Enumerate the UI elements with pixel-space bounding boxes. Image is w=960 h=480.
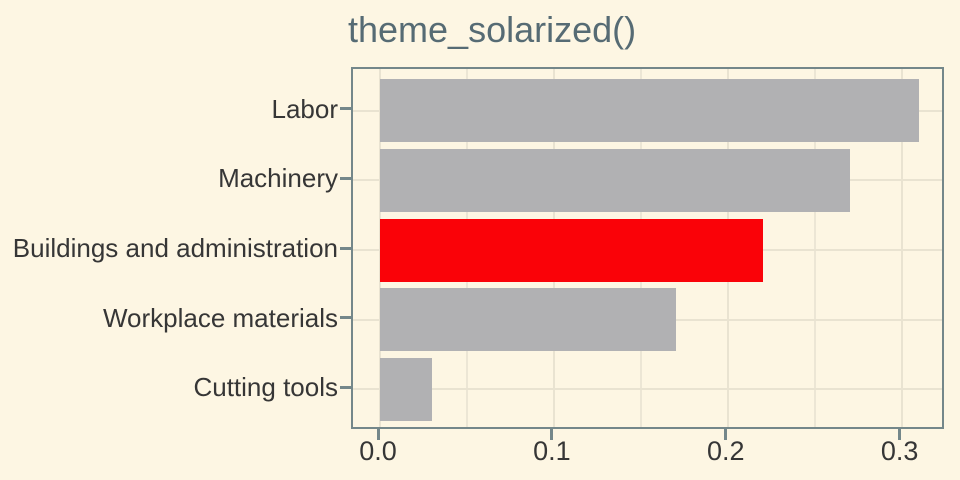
y-category-label: Machinery [218, 163, 338, 194]
y-axis-tick [340, 385, 351, 389]
x-axis-tick [376, 429, 380, 440]
y-category-label: Buildings and administration [12, 233, 338, 263]
bar-machinery [380, 148, 850, 212]
major-gridline-vertical [900, 69, 903, 427]
y-axis-tick [340, 176, 351, 180]
x-axis-tick [898, 429, 902, 440]
y-axis-tick [340, 107, 351, 111]
bar-workplace-materials [380, 288, 676, 352]
y-category-label: Cutting tools [193, 372, 338, 403]
x-tick-label: 0.2 [707, 436, 745, 466]
bar-cutting-tools [380, 357, 433, 421]
y-axis-tick [340, 316, 351, 320]
x-tick-label: 0.1 [533, 436, 571, 466]
y-category-label: Labor [271, 93, 339, 124]
x-axis-tick [550, 429, 554, 440]
major-gridline-horizontal [353, 388, 942, 391]
chart-title: theme_solarized() [348, 9, 637, 50]
x-tick-label: 0.0 [359, 436, 397, 466]
plot-panel [351, 67, 944, 429]
x-tick-label: 0.3 [880, 436, 919, 466]
x-axis-tick [724, 429, 728, 440]
minor-gridline-vertical [813, 69, 816, 427]
y-axis-tick [340, 246, 351, 250]
y-category-label: Workplace materials [102, 302, 338, 333]
bar-labor [380, 79, 920, 143]
bar-buildings-and-administration [380, 218, 763, 282]
